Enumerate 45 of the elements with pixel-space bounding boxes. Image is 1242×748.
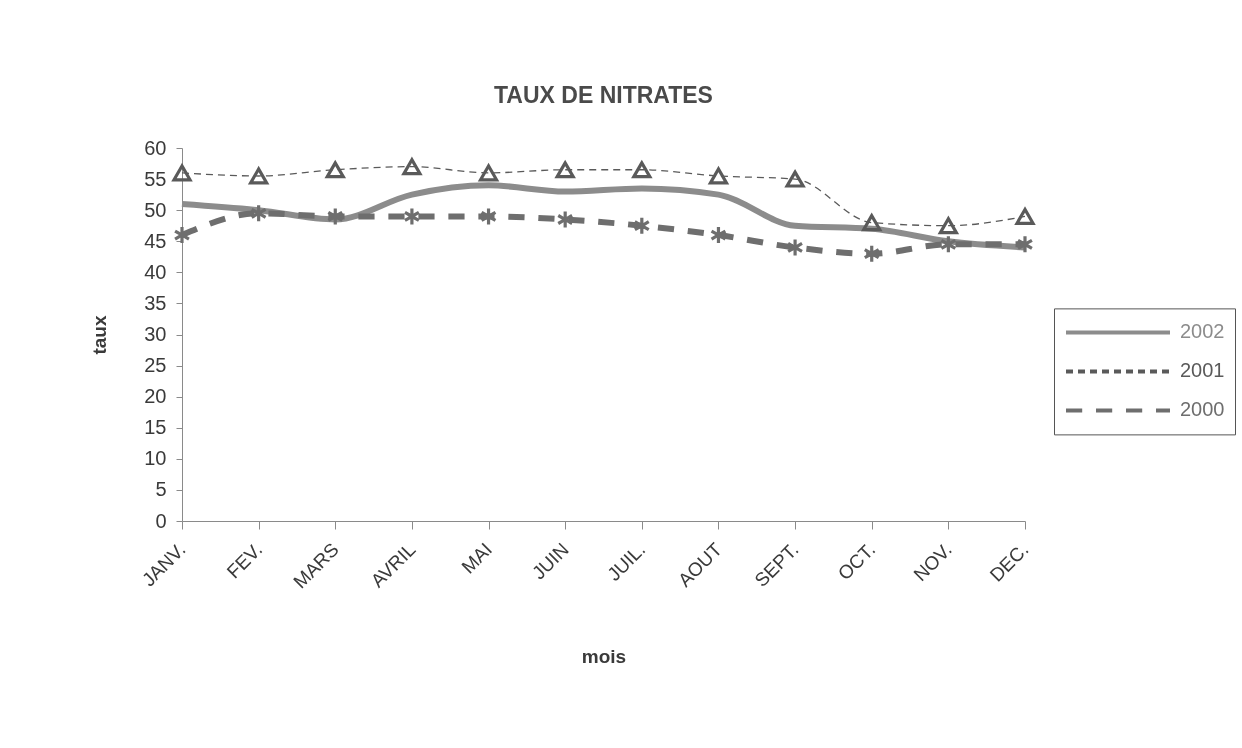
text: 2000 (1180, 398, 1225, 421)
x-tick-label: MAI (457, 538, 497, 578)
y-axis-title: taux (89, 315, 111, 355)
y-tick-label: 25 (144, 354, 167, 377)
text: 2001 (1180, 359, 1225, 382)
x-tick-label: JUIL. (603, 538, 650, 585)
y-tick-label: 20 (144, 385, 167, 408)
point (404, 208, 420, 225)
chart-title: TAUX DE NITRATES (494, 82, 713, 108)
point (940, 236, 957, 253)
point (557, 211, 573, 228)
y-tick-label: 60 (144, 136, 167, 159)
point (478, 164, 499, 182)
point (480, 208, 497, 225)
point (327, 208, 343, 225)
point (634, 217, 650, 234)
x-axis-title: mois (581, 646, 627, 668)
y-tick-label: 10 (144, 447, 167, 470)
point (172, 164, 192, 182)
point (1015, 207, 1035, 225)
y-tick-label: 55 (144, 167, 167, 190)
y-tick-label: 45 (144, 229, 167, 252)
text: 2002 (1180, 320, 1225, 343)
point (249, 167, 269, 185)
y-tick-label: 50 (144, 198, 167, 221)
y-tick-label: 0 (155, 509, 167, 532)
point (862, 214, 882, 232)
point (938, 217, 958, 235)
y-tick-label: 30 (144, 323, 167, 345)
y-tick-label: 40 (144, 260, 167, 283)
point (632, 161, 652, 179)
point (555, 161, 575, 179)
point (785, 170, 805, 188)
y-tick-label: 15 (144, 416, 167, 439)
y-tick-label: 5 (155, 478, 167, 501)
point (708, 167, 729, 185)
point (787, 239, 803, 256)
point (710, 227, 727, 244)
y-tick-label: 35 (144, 291, 167, 314)
point (250, 205, 267, 222)
point (402, 158, 422, 176)
point (864, 245, 880, 262)
point (325, 161, 345, 179)
point (174, 227, 190, 244)
point (1017, 236, 1033, 253)
